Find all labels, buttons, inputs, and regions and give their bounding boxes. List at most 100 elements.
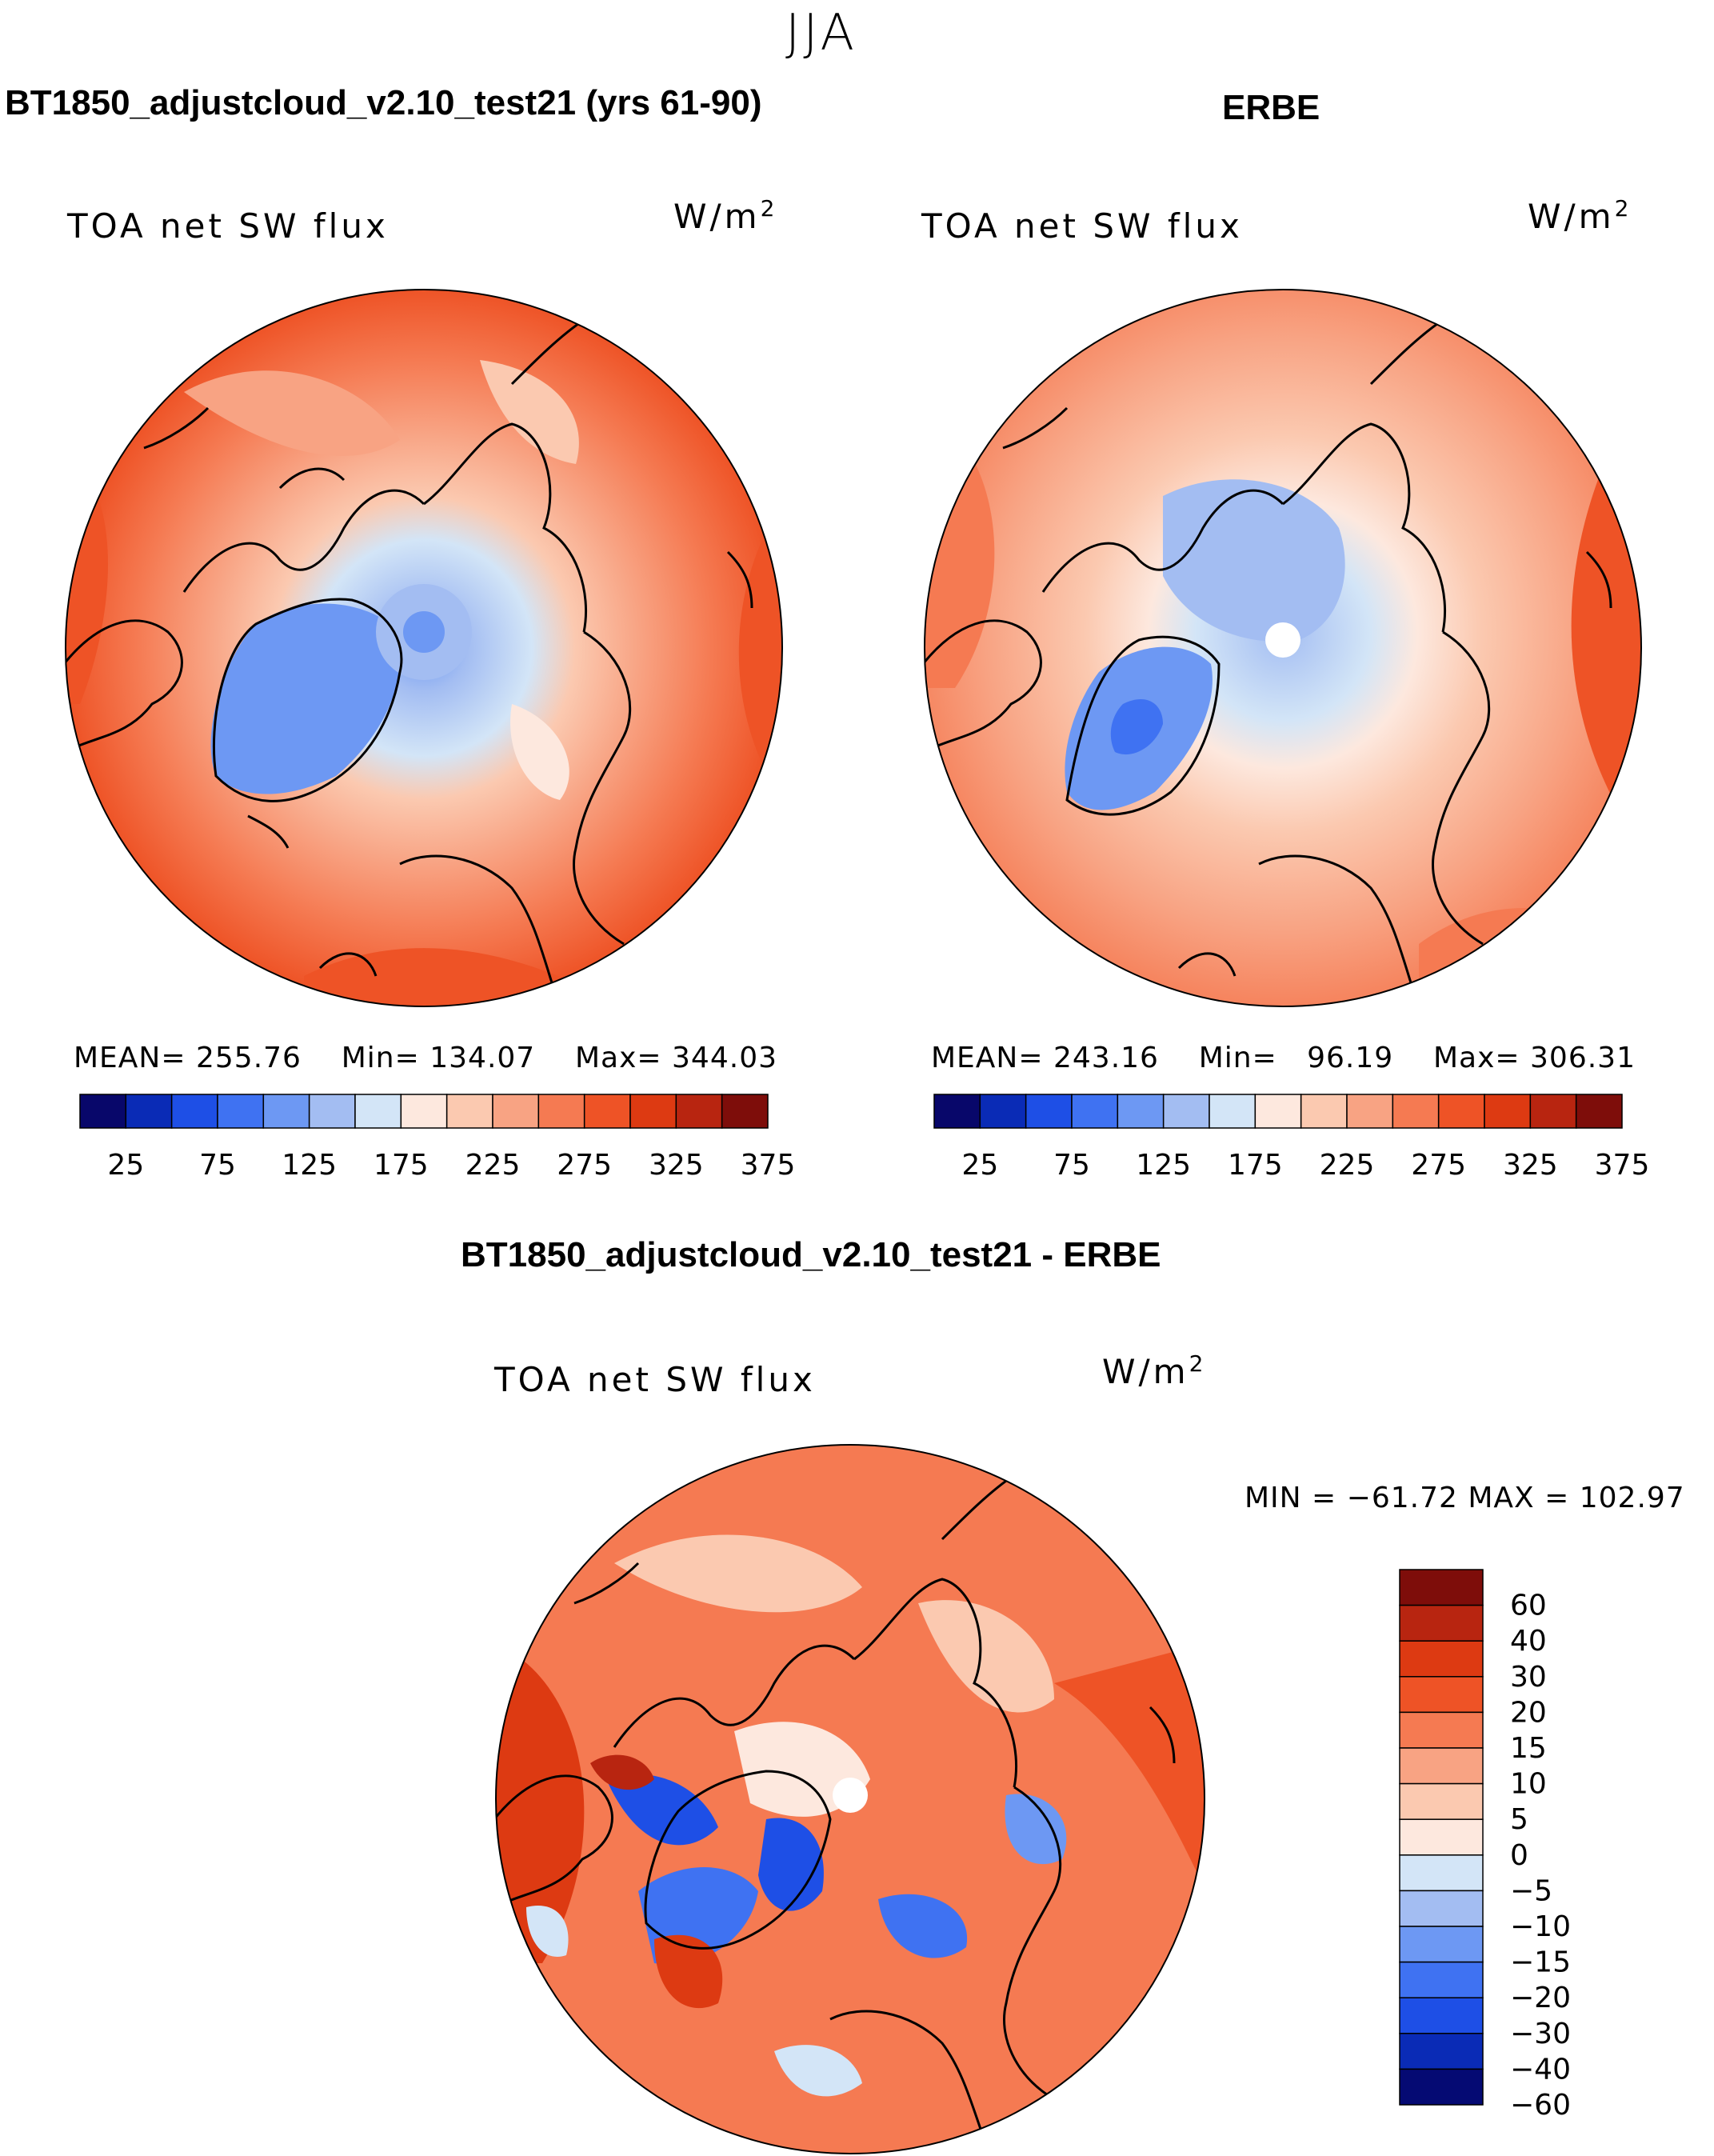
difference-map-border — [495, 1444, 1205, 2154]
difference-colorbar-tick-label: −30 — [1510, 2018, 1571, 2050]
panel2-mean-value: 243.16 — [1053, 1042, 1159, 1074]
panel2-colorbar: 25 75 125 175 225 275 325 375 — [933, 1094, 1649, 1182]
panel2-stats: MEAN= 243.16 Min= 96.19 Max= 306.31 — [931, 1042, 1636, 1074]
panel2-colorbar-tick-label: 75 — [1053, 1149, 1090, 1182]
difference-colorbar-tick-label: 0 — [1510, 1839, 1528, 1872]
difference-field-blob — [1054, 1643, 1205, 1891]
panel2-mean-label: MEAN= — [931, 1042, 1044, 1074]
panel2-colorbar-box — [933, 1094, 981, 1129]
difference-field-blob — [654, 1934, 723, 2009]
difference-field-blob — [496, 1643, 585, 1963]
difference-colorbar-box — [1399, 1676, 1484, 1714]
difference-polar-map — [495, 1444, 1205, 2154]
panel2-min-value: 96.19 — [1307, 1042, 1394, 1074]
panel1-colorbar-box — [492, 1094, 540, 1129]
difference-colorbar-box — [1399, 1782, 1484, 1820]
panel2-map-border — [924, 289, 1642, 1007]
difference-colorbar-tick-label: −40 — [1510, 2053, 1571, 2086]
panel2-colorbar-tick-label: 225 — [1320, 1149, 1375, 1182]
panel2-title: ERBE — [1222, 88, 1320, 127]
difference-field-blob — [774, 2045, 862, 2097]
panel1-max-value: 344.03 — [672, 1042, 777, 1074]
panel2-colorbar-box — [1300, 1094, 1348, 1129]
panel1-field-blob — [480, 360, 579, 464]
difference-colorbar-tick-label: −5 — [1510, 1874, 1552, 1907]
panel1-colorbar-tick-label: 75 — [199, 1149, 236, 1182]
panel1-field-blob — [510, 704, 569, 800]
panel1-title: BT1850_adjustcloud_v2.10_test21 (yrs 61-… — [5, 83, 762, 122]
difference-colorbar-tick-label: −15 — [1510, 1946, 1571, 1979]
panel2-colorbar-box — [1529, 1094, 1577, 1129]
difference-colorbar-box — [1399, 1818, 1484, 1856]
panel1-stats: MEAN= 255.76 Min= 134.07 Max= 344.03 — [74, 1042, 777, 1074]
panel1-colorbar-box — [675, 1094, 723, 1129]
panel2-colorbar-box — [1025, 1094, 1073, 1129]
difference-colorbar-box — [1399, 2068, 1484, 2106]
panel2-colorbar-box — [1254, 1094, 1302, 1129]
difference-field-blob — [758, 1818, 824, 1911]
difference-colorbar-box — [1399, 1926, 1484, 1963]
difference-colorbar-tick-label: −10 — [1510, 1910, 1571, 1943]
panel2-colorbar-box — [1437, 1094, 1485, 1129]
panel2-min-label: Min= — [1198, 1042, 1277, 1074]
panel2-colorbar-box — [1162, 1094, 1210, 1129]
difference-field-blob — [590, 1754, 654, 1790]
panel1-colorbar-tick-label: 175 — [374, 1149, 429, 1182]
panel1-colorbar-tick-label: 125 — [282, 1149, 337, 1182]
difference-pole-hole — [833, 1778, 868, 1813]
panel1-colorbar-tick-label: 275 — [557, 1149, 612, 1182]
difference-colorbar-tick-label: 30 — [1510, 1661, 1547, 1694]
difference-colorbar-box — [1399, 1569, 1484, 1606]
difference-colorbar-box — [1399, 1711, 1484, 1749]
panel2-colorbar-tick-label: 175 — [1228, 1149, 1283, 1182]
difference-field-blob — [526, 1906, 569, 1957]
difference-variable-label: TOA net SW flux — [494, 1360, 816, 1399]
panel1-colorbar-box — [217, 1094, 265, 1129]
panel1-colorbar-box — [262, 1094, 310, 1129]
panel1-colorbar-tick-label: 225 — [465, 1149, 521, 1182]
panel2-colorbar-tick-label: 25 — [961, 1149, 998, 1182]
panel2-colorbar-box — [1071, 1094, 1119, 1129]
panel2-colorbar-tick-label: 275 — [1411, 1149, 1466, 1182]
panel2-colorbar-box — [1346, 1094, 1394, 1129]
difference-units-label: W/m2 — [1102, 1350, 1207, 1391]
panel1-greenland — [210, 603, 402, 794]
panel1-mean-label: MEAN= — [74, 1042, 186, 1074]
panel2-colorbar-box — [1117, 1094, 1165, 1129]
panel2-colorbar-box — [979, 1094, 1027, 1129]
panel1-colorbar-box — [308, 1094, 356, 1129]
difference-colorbar-box — [1399, 1961, 1484, 1998]
panel2-colorbar-tick-label: 375 — [1595, 1149, 1650, 1182]
panel1-min-value: 134.07 — [429, 1042, 536, 1074]
panel2-colorbar-box — [1575, 1094, 1623, 1129]
difference-colorbar-box — [1399, 1997, 1484, 2034]
panel1-colorbar-box — [170, 1094, 218, 1129]
difference-field-blob — [918, 1600, 1054, 1713]
difference-colorbar-tick-label: 60 — [1510, 1590, 1547, 1622]
difference-field-blob — [1005, 1794, 1067, 1865]
difference-range-label: MIN = −61.72 MAX = 102.97 — [1245, 1482, 1685, 1514]
difference-colorbar-tick-label: −20 — [1510, 1982, 1571, 2014]
panel1-units-label: W/m2 — [673, 195, 778, 236]
panel1-min-label: Min= — [341, 1042, 420, 1074]
panel1-variable-label: TOA net SW flux — [67, 206, 389, 246]
difference-colorbar-tick-label: 40 — [1510, 1625, 1547, 1658]
panel2-colorbar-box — [1209, 1094, 1257, 1129]
panel1-colorbar-tick-label: 25 — [107, 1149, 144, 1182]
panel1-colorbar-box — [400, 1094, 448, 1129]
panel1-colorbar-box — [445, 1094, 493, 1129]
difference-colorbar-tick-label: 20 — [1510, 1696, 1547, 1729]
difference-colorbar-tick-label: −60 — [1510, 2089, 1571, 2122]
difference-colorbar-box — [1399, 1854, 1484, 1892]
difference-colorbar-tick-label: 10 — [1510, 1768, 1547, 1801]
panel1-colorbar: 25 75 125 175 225 275 325 375 — [79, 1094, 795, 1182]
difference-coastlines — [496, 1474, 1176, 2154]
difference-field-blob — [614, 1534, 862, 1613]
difference-field-blob — [878, 1894, 968, 1958]
panel1-colorbar-tick-label: 375 — [741, 1149, 796, 1182]
panel2-units-label: W/m2 — [1528, 195, 1632, 236]
panel2-colorbar-tick-label: 125 — [1136, 1149, 1191, 1182]
panel2-colorbar-box — [1484, 1094, 1532, 1129]
panel1-map-border — [65, 289, 783, 1007]
panel1-mean-value: 255.76 — [195, 1042, 302, 1074]
